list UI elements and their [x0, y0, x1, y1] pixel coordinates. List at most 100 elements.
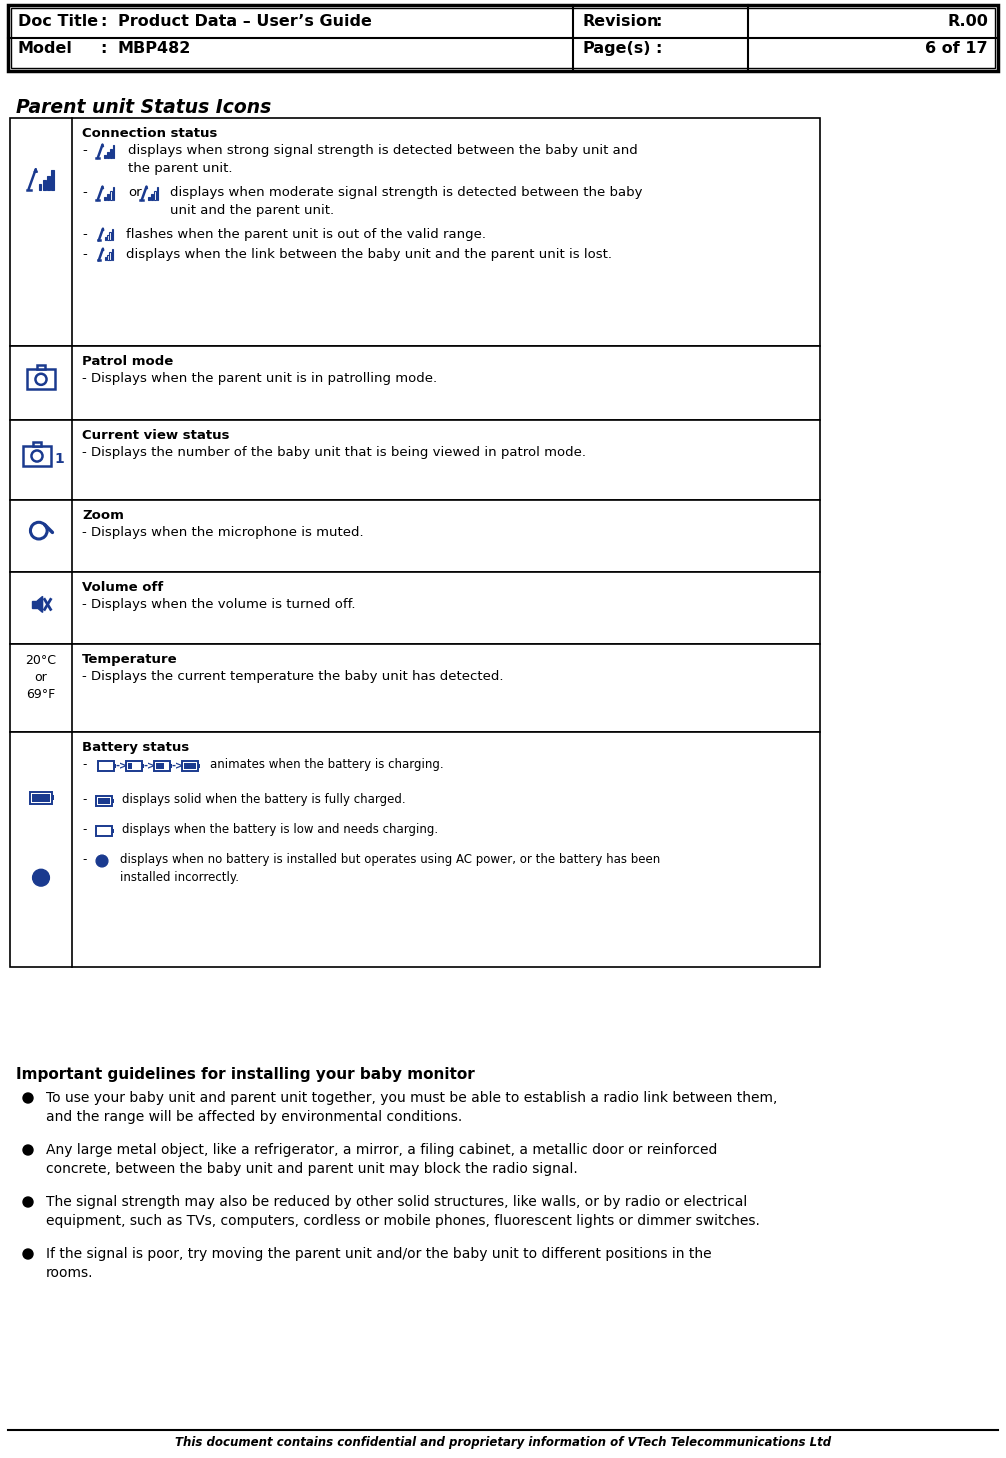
Bar [32, 795, 50, 802]
Polygon shape [102, 187, 104, 188]
Text: -: - [82, 187, 87, 198]
Text: -: - [82, 248, 87, 261]
Circle shape [23, 1197, 33, 1207]
Bar [46, 175, 49, 190]
Text: -: - [82, 822, 87, 835]
Polygon shape [145, 187, 148, 188]
Bar [128, 764, 132, 768]
Bar [115, 764, 116, 768]
Text: -: - [82, 853, 87, 866]
Bar [170, 764, 172, 768]
Bar [110, 232, 111, 241]
Circle shape [97, 856, 108, 868]
Text: -: - [82, 793, 87, 806]
Text: Volume off: Volume off [82, 580, 163, 593]
Text: The signal strength may also be reduced by other solid structures, like walls, o: The signal strength may also be reduced … [46, 1196, 760, 1228]
Bar [27, 369, 55, 389]
Bar [198, 764, 200, 768]
Text: 20°C
or
69°F: 20°C or 69°F [25, 655, 56, 701]
Bar [96, 796, 113, 806]
Text: Battery status: Battery status [82, 741, 189, 754]
Bar [8, 4, 998, 71]
Text: ->: -> [144, 761, 156, 771]
Bar [38, 184, 41, 190]
Text: Patrol mode: Patrol mode [82, 354, 173, 367]
Text: - Displays the number of the baby unit that is being viewed in patrol mode.: - Displays the number of the baby unit t… [82, 446, 586, 459]
Text: MBP482: MBP482 [118, 41, 191, 55]
Bar [10, 572, 820, 644]
Text: 1: 1 [54, 452, 64, 467]
Bar [113, 187, 115, 200]
Bar [151, 194, 153, 200]
Bar [10, 118, 820, 346]
Text: or: or [128, 187, 142, 198]
Bar [10, 420, 820, 500]
Bar [10, 644, 820, 732]
Bar [154, 191, 156, 200]
Text: - Displays the current temperature the baby unit has detected.: - Displays the current temperature the b… [82, 671, 503, 682]
Polygon shape [32, 601, 37, 608]
Bar [110, 191, 112, 200]
Text: 6 of 17: 6 of 17 [926, 41, 988, 55]
Circle shape [32, 869, 49, 886]
Bar [33, 442, 41, 446]
Text: displays solid when the battery is fully charged.: displays solid when the battery is fully… [122, 793, 405, 806]
Text: displays when no battery is installed but operates using AC power, or the batter: displays when no battery is installed bu… [120, 853, 660, 884]
Bar [105, 197, 107, 200]
Bar [11, 7, 995, 69]
Bar [184, 764, 196, 768]
Bar [96, 827, 113, 835]
Bar [30, 792, 51, 803]
Bar [110, 252, 111, 261]
Bar [107, 235, 109, 241]
Text: Important guidelines for installing your baby monitor: Important guidelines for installing your… [16, 1067, 475, 1082]
Text: :: : [100, 15, 107, 29]
Circle shape [23, 1250, 33, 1260]
Bar [105, 238, 107, 241]
Text: To use your baby unit and parent unit together, you must be able to establish a : To use your baby unit and parent unit to… [46, 1091, 778, 1124]
Polygon shape [102, 248, 104, 251]
Bar [42, 181, 45, 190]
Text: Parent unit Status Icons: Parent unit Status Icons [16, 98, 272, 117]
Text: displays when the link between the baby unit and the parent unit is lost.: displays when the link between the baby … [126, 248, 612, 261]
Text: -: - [82, 758, 87, 771]
Text: If the signal is poor, try moving the parent unit and/or the baby unit to differ: If the signal is poor, try moving the pa… [46, 1247, 711, 1280]
Bar [143, 764, 144, 768]
Bar [51, 171, 53, 190]
Text: Page(s): Page(s) [583, 41, 652, 55]
Bar [112, 249, 114, 261]
Text: Any large metal object, like a refrigerator, a mirror, a filing cabinet, a metal: Any large metal object, like a refrigera… [46, 1143, 717, 1177]
Bar [157, 187, 159, 200]
Text: :: : [655, 15, 661, 29]
Bar [36, 863, 38, 869]
Bar [126, 761, 143, 770]
Text: displays when the battery is low and needs charging.: displays when the battery is low and nee… [122, 822, 439, 835]
Text: This document contains confidential and proprietary information of VTech Telecom: This document contains confidential and … [175, 1436, 831, 1449]
Circle shape [23, 1094, 33, 1104]
Bar [149, 197, 150, 200]
Polygon shape [102, 227, 104, 230]
Bar [113, 799, 114, 803]
Bar [99, 851, 100, 856]
Text: animates when the battery is charging.: animates when the battery is charging. [210, 758, 444, 771]
Bar [107, 255, 109, 261]
Bar [10, 732, 820, 967]
Bar [105, 258, 107, 261]
Bar [107, 152, 109, 157]
Text: - Displays when the parent unit is in patrolling mode.: - Displays when the parent unit is in pa… [82, 372, 438, 385]
Text: Current view status: Current view status [82, 429, 229, 442]
Text: displays when moderate signal strength is detected between the baby
unit and the: displays when moderate signal strength i… [170, 187, 643, 217]
Bar [10, 500, 820, 572]
Text: Doc Title: Doc Title [18, 15, 99, 29]
Bar [110, 149, 112, 157]
Bar [98, 799, 111, 803]
Bar [107, 194, 109, 200]
Text: Temperature: Temperature [82, 653, 178, 666]
Text: - Displays when the microphone is muted.: - Displays when the microphone is muted. [82, 526, 363, 539]
Bar [112, 229, 114, 241]
Bar [104, 851, 105, 856]
Bar [51, 796, 54, 800]
Bar [113, 146, 115, 157]
Text: R.00: R.00 [947, 15, 988, 29]
Polygon shape [102, 144, 104, 147]
